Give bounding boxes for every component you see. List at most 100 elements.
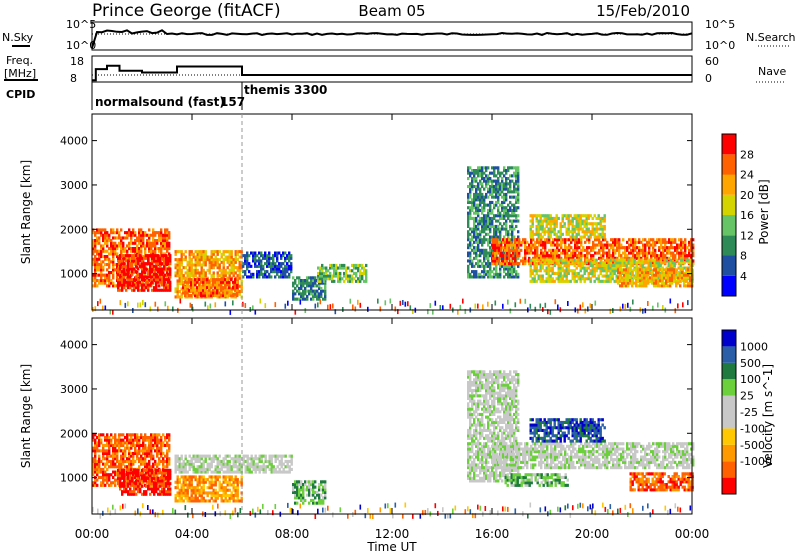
colorbar-swatch bbox=[722, 346, 736, 363]
power-colorbar: 4 8 12 16 20 24 28 bbox=[721, 133, 754, 297]
colorbar-swatch bbox=[722, 235, 736, 256]
power-y-axis: 1000 2000 3000 4000 bbox=[60, 135, 692, 281]
x-tick-label: 00:00 bbox=[675, 527, 710, 541]
colorbar-tick-label: 100 bbox=[740, 373, 761, 386]
freq-panel bbox=[91, 55, 693, 83]
colorbar-tick-label: 16 bbox=[740, 209, 754, 222]
noise-right-label: N.Search bbox=[746, 31, 796, 44]
colorbar-swatch bbox=[722, 379, 736, 396]
noise-left-tick-top: 10^5 bbox=[66, 18, 96, 31]
colorbar-swatch bbox=[722, 154, 736, 175]
data-region bbox=[117, 254, 172, 292]
data-region bbox=[529, 418, 606, 443]
noise-panel bbox=[91, 21, 693, 51]
velocity-y-axis: 1000 2000 3000 4000 bbox=[60, 339, 692, 485]
colorbar-tick-label: 1000 bbox=[740, 340, 768, 353]
freq-label-line2: [MHz] bbox=[4, 67, 36, 80]
time-axis: 00:00 04:00 08:00 12:00 16:00 20:00 00:00 bbox=[75, 114, 710, 541]
cpid-mode-1-id: 157 bbox=[220, 95, 245, 109]
data-region bbox=[174, 454, 293, 474]
x-tick-label: 08:00 bbox=[275, 527, 310, 541]
colorbar-tick-label: -1000 bbox=[740, 455, 772, 468]
data-region bbox=[182, 278, 239, 298]
velocity-colorbar: 1000 500 100 25 -25 -100 -500 -1000 bbox=[721, 329, 772, 495]
data-region bbox=[629, 472, 694, 492]
data-region bbox=[242, 251, 293, 279]
x-tick-label: 20:00 bbox=[575, 527, 610, 541]
data-region bbox=[292, 276, 327, 301]
power-colorbar-label: Power [dB] bbox=[757, 179, 771, 244]
y-tick-label: 1000 bbox=[60, 268, 88, 281]
data-region bbox=[317, 263, 368, 283]
velocity-colorbar-label: Velocity [m s^-1] bbox=[761, 364, 775, 468]
data-region bbox=[529, 214, 606, 239]
data-region bbox=[492, 442, 695, 470]
y-tick-label: 2000 bbox=[60, 223, 88, 236]
colorbar-tick-label: 20 bbox=[740, 189, 754, 202]
velocity-ylabel: Slant Range [km] bbox=[19, 364, 33, 468]
cpid-mode-2-name: themis bbox=[244, 83, 290, 97]
data-region bbox=[617, 268, 694, 288]
colorbar-swatch bbox=[722, 134, 736, 155]
noise-left-tick-bottom: 10^0 bbox=[66, 39, 96, 52]
colorbar-tick-label: 500 bbox=[740, 357, 761, 370]
data-region bbox=[504, 473, 569, 487]
time-axis-label: Time UT bbox=[366, 540, 417, 554]
nave-label: Nave bbox=[758, 65, 786, 78]
colorbar-tick-label: -25 bbox=[740, 406, 758, 419]
y-tick-label: 2000 bbox=[60, 427, 88, 440]
beam-title: Beam 05 bbox=[358, 2, 425, 20]
nave-tick-bottom: 0 bbox=[705, 72, 712, 85]
noise-left-label: N.Sky bbox=[2, 31, 34, 44]
colorbar-swatch bbox=[722, 194, 736, 216]
colorbar-tick-label: 4 bbox=[740, 270, 747, 283]
colorbar-swatch bbox=[722, 444, 736, 462]
colorbar-tick-label: 8 bbox=[740, 250, 747, 263]
colorbar-tick-label: 25 bbox=[740, 390, 754, 403]
colorbar-swatch bbox=[722, 461, 736, 478]
colorbar-tick-label: -100 bbox=[740, 422, 765, 435]
freq-tick-bottom: 8 bbox=[70, 72, 77, 85]
cpid-mode-2-id: 3300 bbox=[294, 83, 327, 97]
y-tick-label: 1000 bbox=[60, 472, 88, 485]
noise-sky-trace bbox=[91, 29, 693, 49]
colorbar-tick-label: 28 bbox=[740, 148, 754, 161]
near-range-scatter bbox=[92, 298, 689, 315]
colorbar-swatch bbox=[722, 255, 736, 276]
colorbar-swatch bbox=[722, 330, 736, 347]
x-tick-label: 04:00 bbox=[175, 527, 210, 541]
colorbar-swatch bbox=[722, 428, 736, 445]
colorbar-swatch bbox=[722, 412, 736, 429]
colorbar-swatch bbox=[722, 275, 736, 297]
data-region bbox=[174, 475, 243, 503]
date-title: 15/Feb/2010 bbox=[596, 2, 690, 20]
nave-tick-top: 60 bbox=[705, 55, 719, 68]
x-tick-label: 12:00 bbox=[375, 527, 410, 541]
cpid-label: CPID bbox=[6, 88, 35, 101]
freq-trace bbox=[92, 64, 692, 82]
colorbar-tick-label: 24 bbox=[740, 169, 754, 182]
colorbar-swatch bbox=[722, 395, 736, 412]
freq-tick-top: 18 bbox=[70, 55, 84, 68]
freq-label-line1: Freq. bbox=[6, 54, 33, 67]
colorbar-tick-label: 12 bbox=[740, 229, 754, 242]
y-tick-label: 4000 bbox=[60, 339, 88, 352]
colorbar-tick-label: -500 bbox=[740, 439, 765, 452]
y-tick-label: 3000 bbox=[60, 179, 88, 192]
noise-right-tick-top: 10^5 bbox=[705, 18, 735, 31]
power-data bbox=[92, 166, 695, 315]
colorbar-swatch bbox=[722, 174, 736, 195]
cpid-mode-1-name: normalsound (fast) bbox=[95, 95, 225, 109]
x-tick-label: 00:00 bbox=[75, 527, 110, 541]
velocity-data bbox=[92, 370, 695, 519]
data-region bbox=[467, 370, 520, 483]
data-region bbox=[117, 468, 172, 496]
colorbar-swatch bbox=[722, 215, 736, 236]
near-range-scatter bbox=[92, 502, 692, 519]
colorbar-swatch bbox=[722, 362, 736, 380]
data-region bbox=[292, 480, 327, 505]
power-ylabel: Slant Range [km] bbox=[19, 160, 33, 264]
y-tick-label: 3000 bbox=[60, 383, 88, 396]
noise-right-tick-bottom: 10^0 bbox=[705, 39, 735, 52]
